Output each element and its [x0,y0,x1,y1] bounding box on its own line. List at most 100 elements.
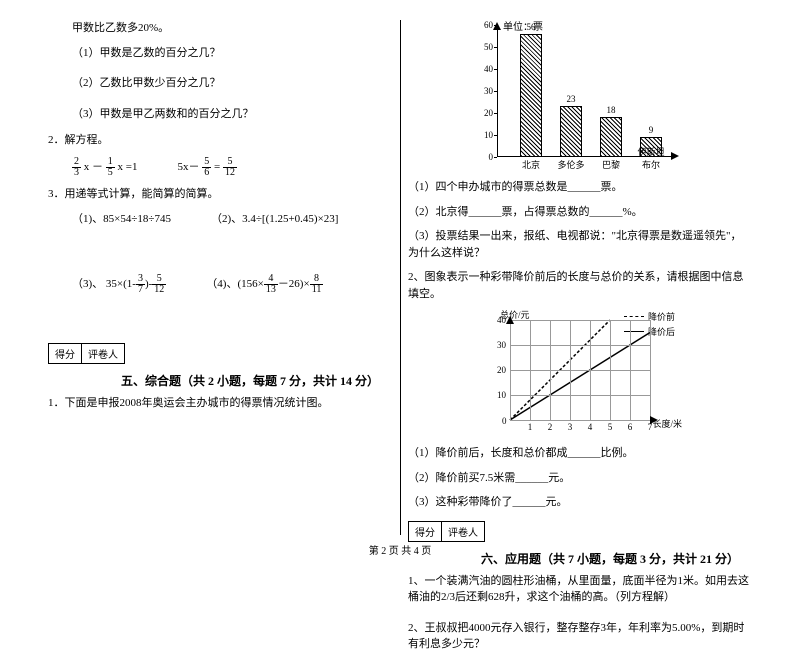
r3: （3）投票结果一出来，报纸、电视都说："北京得票是数遥遥领先"，为什么这样说？ [408,228,752,261]
y-tick-label: 50 [473,42,493,52]
r2-2: （2）降价前买7.5米需______元。 [408,470,752,487]
eq2-lhs: 5x－ [177,161,199,173]
q3-3b: )- [145,278,152,290]
bar [600,117,622,157]
frac-d: 6 [202,168,211,178]
line-chart: 降价前 降价后 总价/元 长度/米 123456710203040 0 [480,310,680,440]
frac-d: 11 [310,285,324,295]
bar-label: 多伦多 [556,158,586,171]
grid: 123456710203040 [510,320,650,420]
bar-label: 伊斯坦布尔 [636,145,666,171]
equations-row: 23 x － 15 x =1 5x－ 56 = 512 [48,157,392,178]
frac-d: 3 [72,168,81,178]
frac-d: 13 [264,285,278,295]
bar-label: 北京 [516,158,546,171]
section5-header: 得分 评卷人 [48,343,392,364]
eq1-lhs: x － [84,161,103,173]
q3-3a: （3)、 35×(1- [72,278,136,290]
grid-h [510,370,650,371]
q3-row2: （3)、 35×(1-37)-512 （4)、(156×413－26)×811 [48,274,392,295]
score-box: 得分 评卷人 [48,343,125,364]
arrow-right-icon [650,416,658,425]
x-tick-label: 5 [604,422,616,423]
bar-value: 56 [520,22,542,32]
y-axis [497,25,498,157]
q1-2: （2）乙数比甲数少百分之几？ [72,75,392,92]
eq2-eq: = [214,161,220,173]
x-tick-label: 3 [564,422,576,423]
page-footer: 第 2 页 共 4 页 [0,542,800,557]
x-tick-label: 1 [524,422,536,423]
q3-2: （2)、3.4÷[(1.25+0.45)×23] [211,210,339,226]
score-box: 得分 评卷人 [408,521,485,542]
intro-text: 甲数比乙数多20%。 [72,20,392,37]
q3-4a: （4)、(156× [206,278,264,290]
section6-header: 得分 评卷人 [408,521,752,542]
x-tick-label: 4 [584,422,596,423]
column-divider [400,20,401,535]
y-tick [494,91,497,92]
y-tick-label: 30 [473,86,493,96]
arrow-up-icon [506,316,515,324]
grid-v [650,320,651,420]
bar-chart: 单位：票 010203040506056北京23多伦多18巴黎9伊斯坦布尔 [475,20,685,175]
frac-d: 12 [152,285,166,295]
bar-value: 23 [560,94,582,104]
frac-d: 12 [223,168,237,178]
eq2: 5x－ 56 = 512 [177,157,236,178]
y-tick-label: 40 [473,64,493,74]
eq1-rhs: x =1 [118,161,138,173]
frac-d: 7 [136,285,145,295]
y-tick-label: 30 [488,340,506,350]
score-label: 得分 [49,344,82,363]
eq1: 23 x － 15 x =1 [72,157,137,178]
q2-title: 2．解方程。 [48,132,392,149]
q3-row1: （1)、85×54÷18÷745 （2)、3.4÷[(1.25+0.45)×23… [48,210,392,226]
grid-h [510,320,650,321]
y-tick [494,25,497,26]
right-column: 单位：票 010203040506056北京23多伦多18巴黎9伊斯坦布尔 （1… [400,20,760,530]
y-tick-label: 10 [473,130,493,140]
r2-1: （1）降价前后，长度和总价都成______比例。 [408,445,752,462]
q3-4: （4)、(156×413－26)×811 [206,274,323,295]
origin-label: 0 [502,416,507,426]
q5-1: 1．下面是申报2008年奥运会主办城市的得票情况统计图。 [48,395,392,412]
y-tick [494,113,497,114]
y-tick-label: 0 [473,152,493,162]
arrow-up-icon [493,22,502,30]
grader-label: 评卷人 [442,522,484,541]
q6-2: 2、王叔叔把4000元存入银行，整存整存3年，年利率为5.00%，到期时有利息多… [408,620,752,653]
y-tick-label: 10 [488,390,506,400]
section5-title: 五、综合题（共 2 小题，每题 7 分，共计 14 分） [108,372,392,389]
q3-4b: －26)× [278,278,310,290]
q1-1: （1）甲数是乙数的百分之几？ [72,45,392,62]
q3-3: （3)、 35×(1-37)-512 [72,274,166,295]
bar [560,106,582,157]
frac-n: 1 [106,157,115,168]
score-label: 得分 [409,522,442,541]
grid-h [510,420,650,421]
left-column: 甲数比乙数多20%。 （1）甲数是乙数的百分之几？ （2）乙数比甲数少百分之几？… [40,20,400,530]
y-tick-label: 60 [473,20,493,30]
q6-1: 1、一个装满汽油的圆柱形油桶，从里面量，底面半径为1米。如用去这桶油的2/3后还… [408,573,752,606]
y-tick-label: 20 [488,365,506,375]
frac-n: 2 [72,157,81,168]
rq2: 2、图象表示一种彩带降价前后的长度与总价的关系，请根据图中信息填空。 [408,269,752,302]
legend-before: 降价前 [648,310,675,323]
y-tick [494,157,497,158]
q3-1: （1)、85×54÷18÷745 [72,210,171,226]
grid-h [510,395,650,396]
y-tick-label: 20 [473,108,493,118]
r2: （2）北京得______票，占得票总数的______%。 [408,204,752,221]
grid-h [510,345,650,346]
arrow-right-icon [671,152,679,161]
grader-label: 评卷人 [82,344,124,363]
x-tick-label: 6 [624,422,636,423]
r2-3: （3）这种彩带降价了______元。 [408,494,752,511]
bar-value: 9 [640,125,662,135]
frac-n: 5 [202,157,211,168]
r1: （1）四个申办城市的得票总数是______票。 [408,179,752,196]
y-tick [494,69,497,70]
bar [520,34,542,157]
y-tick [494,47,497,48]
